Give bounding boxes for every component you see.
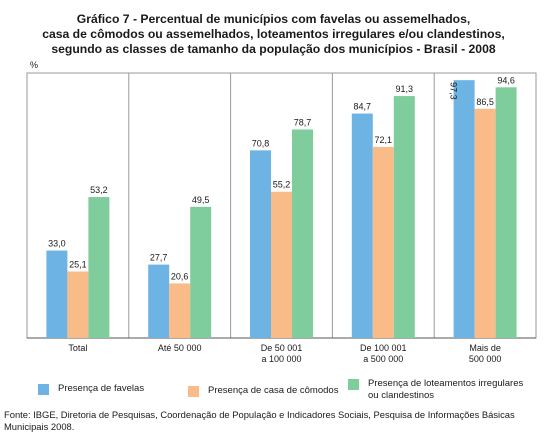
data-label: 84,7 (354, 102, 372, 112)
x-tick-label: 500 000 (469, 354, 502, 364)
bar-loteamentos (190, 206, 212, 338)
bar-favelas (46, 250, 68, 338)
bar-loteamentos (88, 197, 110, 338)
source-note: Fonte: IBGE, Diretoria de Pesquisas, Coo… (4, 409, 515, 432)
bar-loteamentos (292, 129, 313, 338)
x-tick-label: a 500 000 (363, 354, 403, 364)
x-tick-label: a 100 000 (261, 354, 301, 364)
data-label: 25,1 (69, 259, 87, 269)
chart-legend: Presença de favelas Presença de casa de … (0, 378, 547, 408)
x-tick-label: De 100 001 (360, 343, 407, 353)
legend-label: Presença de favelas (58, 383, 145, 394)
data-label: 27,7 (150, 253, 168, 263)
x-tick-label: Mais de (469, 343, 501, 353)
data-label: 94,6 (497, 75, 515, 85)
y-unit-label: % (30, 60, 39, 70)
data-label: 70,8 (252, 138, 270, 148)
bar-comodos (474, 108, 496, 339)
legend-swatch (188, 386, 199, 397)
bar-favelas (148, 264, 170, 338)
bar-comodos (169, 283, 191, 338)
data-label: 72,1 (375, 135, 393, 145)
x-tick-label: De 50 001 (261, 343, 303, 353)
title-line-2: casa de cômodos ou assemelhados, loteame… (42, 27, 505, 41)
bar-loteamentos (495, 87, 517, 338)
data-label: 33,0 (48, 239, 66, 249)
legend-item-loteamentos: Presença de loteamentos irregulares ou c… (348, 378, 523, 401)
data-label: 86,5 (476, 97, 494, 107)
bar-loteamentos (393, 96, 415, 339)
data-label: 49,5 (192, 195, 210, 205)
legend-swatch (348, 379, 359, 390)
legend-label-line-2: ou clandestinos (368, 389, 435, 401)
chart-title: Gráfico 7 - Percentual de municípios com… (0, 12, 547, 57)
legend-item-comodos: Presença de casa de cômodos (188, 385, 338, 397)
bar-comodos (372, 146, 394, 338)
data-label: 97,3 (449, 82, 459, 100)
title-line-1: Gráfico 7 - Percentual de municípios com… (76, 12, 471, 26)
data-label: 78,7 (294, 117, 312, 127)
bar-comodos (67, 271, 89, 338)
legend-item-favelas: Presença de favelas (38, 383, 144, 395)
x-tick-label: Total (68, 343, 87, 353)
data-label: 55,2 (273, 180, 291, 190)
x-tick-label: Até 50 000 (158, 343, 202, 353)
bar-chart: 33,025,1 53,2 27,720,6 49,5 70,8 55,2 78,7 84,7… (26, 72, 537, 364)
data-label: 20,6 (171, 271, 189, 281)
legend-label: Presença de casa de cômodos (208, 385, 339, 396)
bar-favelas (453, 80, 475, 338)
data-label: 91,3 (396, 84, 414, 94)
bar-favelas (250, 150, 271, 338)
data-label: 53,2 (90, 185, 108, 195)
legend-label: Presença de loteamentos irregulares ou c… (368, 378, 523, 401)
bar-comodos (271, 191, 292, 338)
legend-swatch (38, 384, 49, 395)
legend-label-line-1: Presença de loteamentos irregulares (368, 378, 524, 389)
title-line-3: segundo as classes de tamanho da populaç… (51, 42, 496, 56)
bar-favelas (351, 113, 373, 338)
